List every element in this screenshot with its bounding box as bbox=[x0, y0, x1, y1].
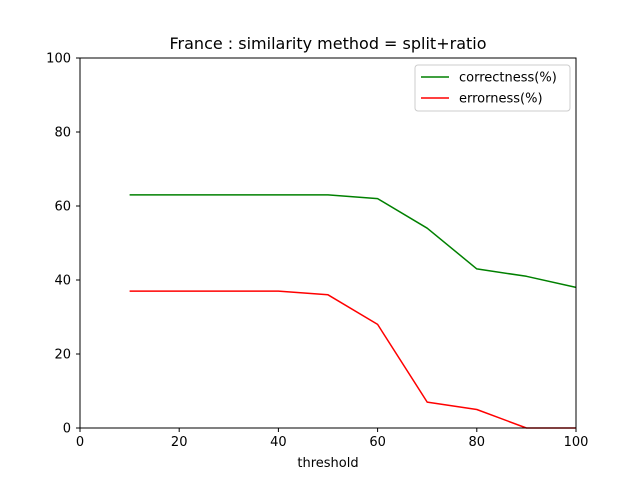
x-tick-label: 0 bbox=[76, 435, 84, 450]
x-tick-label: 40 bbox=[270, 435, 287, 450]
y-tick-label: 20 bbox=[54, 348, 71, 363]
chart-title: France : similarity method = split+ratio bbox=[170, 34, 487, 53]
y-tick-label: 40 bbox=[54, 274, 71, 289]
x-tick-label: 60 bbox=[369, 435, 386, 450]
x-tick-label: 20 bbox=[171, 435, 188, 450]
x-axis-label: threshold bbox=[297, 456, 358, 471]
y-tick-label: 80 bbox=[54, 126, 71, 141]
x-tick-label: 80 bbox=[469, 435, 486, 450]
y-tick-label: 60 bbox=[54, 200, 71, 215]
plot-frame bbox=[79, 57, 577, 429]
series-line-1 bbox=[129, 290, 576, 429]
x-tick-label: 100 bbox=[564, 435, 589, 450]
x-axis: 0 20 40 60 80 100 bbox=[76, 428, 589, 450]
legend-label: errorness(%) bbox=[459, 92, 543, 107]
y-tick-label: 0 bbox=[63, 422, 71, 437]
legend: correctness(%) errorness(%) bbox=[414, 64, 571, 112]
legend-box bbox=[414, 64, 571, 112]
series-line-0 bbox=[129, 194, 577, 289]
legend-label: correctness(%) bbox=[459, 71, 557, 86]
series-layer bbox=[129, 194, 577, 429]
y-tick-label: 100 bbox=[46, 52, 71, 67]
y-axis: 0 20 40 60 80 100 bbox=[46, 52, 80, 437]
